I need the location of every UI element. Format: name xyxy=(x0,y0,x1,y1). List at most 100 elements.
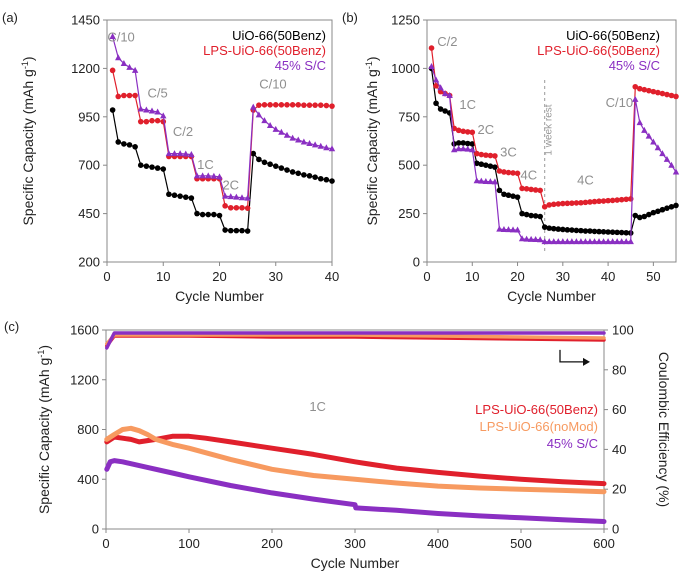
data-point xyxy=(586,238,594,245)
data-point xyxy=(587,228,593,234)
y-tick-label: 500 xyxy=(398,158,420,173)
y2-tick-label: 40 xyxy=(612,442,626,457)
data-point xyxy=(672,168,680,175)
y-tick-label: 0 xyxy=(413,255,420,270)
data-point xyxy=(546,202,553,208)
data-point xyxy=(176,150,184,157)
data-point xyxy=(194,210,200,217)
data-point xyxy=(532,213,539,219)
data-point xyxy=(473,177,480,184)
data-point xyxy=(501,169,507,175)
data-point xyxy=(143,106,150,113)
legend-entry: 45% S/C xyxy=(609,58,660,73)
x-tick-label: 100 xyxy=(178,536,200,551)
chart-panel-a: (a) 0 10 20 30 40 200 450 700 950 1200 1450 Cycle Nu… xyxy=(2,10,339,304)
data-point xyxy=(233,204,240,211)
data-point xyxy=(591,238,598,245)
data-point xyxy=(546,238,553,245)
data-point xyxy=(166,191,172,198)
x-tick-label: 600 xyxy=(593,536,615,551)
data-point xyxy=(605,197,611,204)
legend-entry: LPS-UiO-66(noMod) xyxy=(480,419,599,434)
series-line xyxy=(105,331,606,350)
data-point xyxy=(546,225,553,231)
data-point xyxy=(255,111,263,118)
data-point xyxy=(627,238,634,245)
data-point xyxy=(591,198,598,205)
data-point xyxy=(573,200,580,206)
data-point xyxy=(491,178,499,185)
data-point xyxy=(596,198,602,205)
data-point xyxy=(455,140,462,146)
data-point xyxy=(227,227,234,234)
data-point xyxy=(160,166,167,172)
data-point xyxy=(564,200,571,207)
x-tick-label: 40 xyxy=(325,269,339,284)
series-line xyxy=(104,458,607,524)
y-tick-label: 700 xyxy=(78,158,100,173)
data-point xyxy=(306,140,313,147)
data-point xyxy=(673,93,679,100)
data-point xyxy=(261,101,268,108)
data-point xyxy=(564,238,571,245)
data-point xyxy=(115,139,122,145)
y-tick-label: 1600 xyxy=(70,323,99,338)
data-point xyxy=(433,83,439,89)
x-tick-label: 30 xyxy=(269,269,283,284)
y-tick-label: 450 xyxy=(78,206,100,221)
data-point xyxy=(518,235,526,242)
data-point xyxy=(137,162,144,168)
data-point xyxy=(154,108,161,115)
y-axis-label: Specific Capacity (mAh g-1) xyxy=(364,56,380,225)
y-tick-label: 950 xyxy=(78,109,100,124)
data-point xyxy=(541,204,548,210)
data-point xyxy=(317,175,324,182)
annotation-label: 1C xyxy=(309,399,326,414)
data-point xyxy=(577,238,585,245)
data-point xyxy=(148,107,156,114)
series-line xyxy=(111,35,333,199)
data-point xyxy=(641,86,648,93)
x-tick-label: 30 xyxy=(556,269,570,284)
data-point xyxy=(154,165,161,171)
annotation-label: 4C xyxy=(577,173,594,188)
y2-tick-label: 0 xyxy=(612,522,619,537)
legend-entry: UiO-66(50Benz) xyxy=(566,28,660,43)
data-point xyxy=(210,172,218,179)
data-point xyxy=(295,136,302,143)
data-point xyxy=(641,126,648,133)
data-point xyxy=(433,100,439,107)
data-point xyxy=(137,118,144,125)
data-point xyxy=(239,227,245,234)
data-point xyxy=(329,178,335,184)
data-point xyxy=(121,92,127,99)
data-point xyxy=(523,211,530,218)
plot-frame xyxy=(426,19,677,263)
x-tick-label: 20 xyxy=(212,269,226,284)
data-point xyxy=(659,90,666,97)
series-2 xyxy=(104,458,607,524)
legend-entry: LPS-UiO-66(50Benz) xyxy=(537,43,660,58)
data-point xyxy=(256,102,262,108)
data-point xyxy=(311,141,319,148)
data-point xyxy=(267,101,273,108)
x-axis-label: Cycle Number xyxy=(175,288,264,304)
x-tick-label: 0 xyxy=(103,269,110,284)
data-point xyxy=(143,118,150,125)
legend-entry: LPS-UiO-66(50Benz) xyxy=(475,402,598,417)
y2-tick-label: 20 xyxy=(612,482,626,497)
data-point xyxy=(233,193,240,200)
y-tick-label: 400 xyxy=(77,472,99,487)
annotation-label: C/2 xyxy=(437,34,457,49)
data-point xyxy=(126,142,133,148)
data-point xyxy=(446,92,453,99)
data-point xyxy=(528,212,534,219)
y-tick-label: 750 xyxy=(398,109,420,124)
data-point xyxy=(244,194,251,201)
data-point xyxy=(165,150,173,157)
y-tick-label: 800 xyxy=(77,422,99,437)
data-point xyxy=(266,122,274,129)
data-point xyxy=(306,173,313,179)
data-point xyxy=(256,156,262,163)
data-point xyxy=(659,150,666,157)
